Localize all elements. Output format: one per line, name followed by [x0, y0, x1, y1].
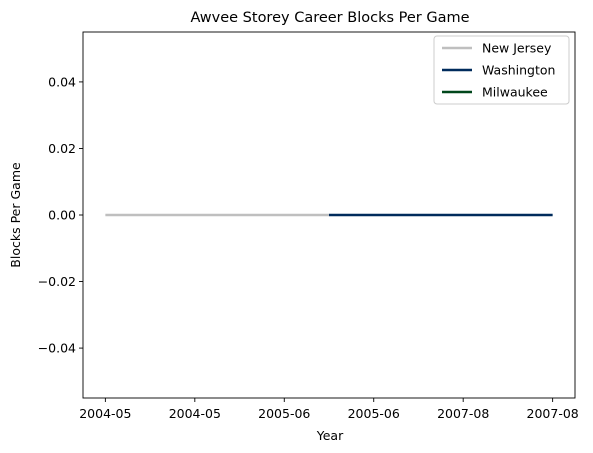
legend-label: Washington — [482, 63, 555, 78]
legend-box — [433, 35, 570, 105]
y-tick-label: 0.00 — [48, 208, 76, 223]
x-tick-label: 2007-08 — [527, 406, 579, 421]
y-axis: 0.04 0.02 0.00 −0.02 −0.04 — [38, 74, 83, 356]
x-tick-label: 2007-08 — [437, 406, 489, 421]
legend: New Jersey Washington Milwaukee — [433, 35, 570, 105]
x-tick-label: 2004-05 — [169, 406, 221, 421]
y-tick-label: −0.02 — [38, 274, 76, 289]
x-axis-label: Year — [316, 428, 344, 443]
x-axis: 2004-05 2004-05 2005-06 2005-06 2007-08 2007-… — [79, 398, 579, 421]
legend-label: Milwaukee — [482, 85, 548, 100]
legend-label: New Jersey — [482, 41, 552, 56]
x-tick-label: 2004-05 — [79, 406, 131, 421]
chart-title: Awvee Storey Career Blocks Per Game — [190, 10, 469, 26]
y-tick-label: −0.04 — [38, 341, 76, 356]
x-tick-label: 2005-06 — [348, 406, 400, 421]
y-tick-label: 0.02 — [48, 141, 76, 156]
y-tick-label: 0.04 — [48, 74, 76, 89]
y-axis-label: Blocks Per Game — [8, 162, 23, 268]
x-tick-label: 2005-06 — [258, 406, 310, 421]
